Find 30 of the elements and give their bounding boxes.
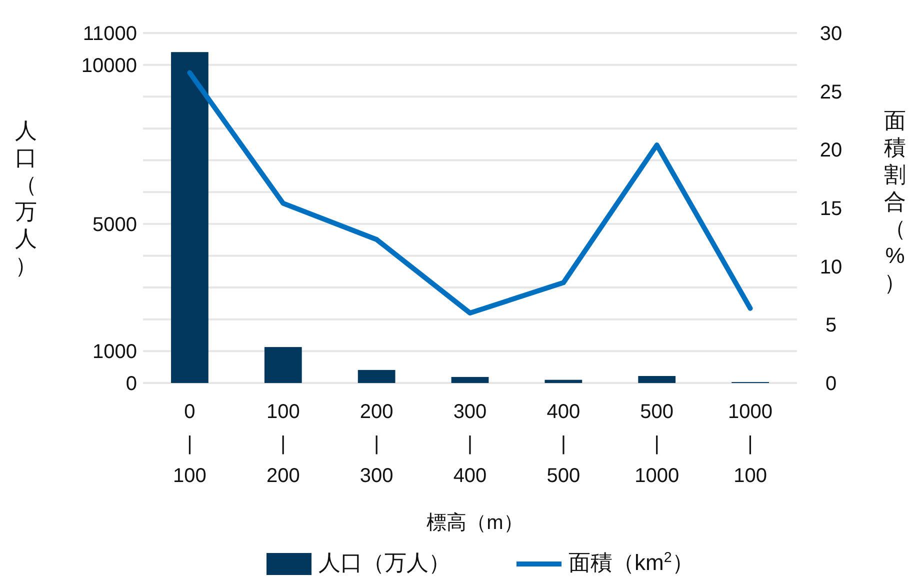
y2-tick-label: 15 (820, 198, 842, 220)
y-tick-label: 11000 (82, 23, 137, 45)
x-tick-label: 200 | 300 (360, 401, 394, 487)
bar (451, 376, 489, 383)
bar (544, 380, 582, 383)
y-tick-label: 0 (126, 373, 137, 395)
y2-tick-label: 20 (820, 140, 842, 162)
x-tick-label: 400 | 500 (546, 401, 580, 487)
y-tick-label: 1000 (92, 341, 137, 364)
y-tick-label: 10000 (81, 54, 137, 77)
bar (264, 347, 302, 383)
y2-tick-label: 5 (825, 314, 837, 337)
y2-tick-label: 25 (820, 81, 842, 104)
bar (171, 52, 208, 383)
y2-tick-label: 30 (820, 23, 842, 45)
bar (638, 376, 676, 383)
x-tick-label: 0 | 100 (173, 401, 206, 487)
x-tick-label: 500 | 1000 (634, 401, 680, 487)
y2-tick-label: 0 (825, 373, 837, 395)
bar (358, 370, 396, 383)
legend-label: 面積（km$^{2}$） (568, 550, 694, 575)
x-axis-title: 標高（m） (426, 511, 524, 534)
y-tick-label: 5000 (92, 214, 137, 236)
x-tick-label: 1000 | 100 (728, 401, 773, 487)
y-axis-title: 人口（万人） (15, 118, 37, 278)
x-tick-label: 100 | 200 (266, 401, 300, 487)
y2-tick-label: 10 (820, 256, 842, 278)
y2-axis-title: 面積割合（%） (884, 108, 906, 295)
legend-label: 人口（万人） (318, 550, 450, 575)
x-tick-label: 300 | 400 (453, 401, 487, 487)
